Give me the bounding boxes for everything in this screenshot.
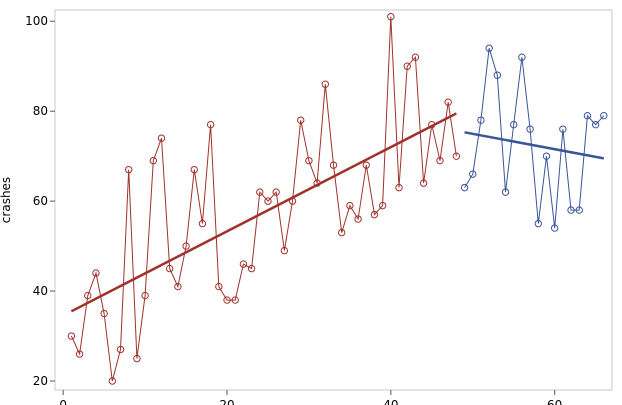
data-point [67,332,76,340]
data-point [477,116,485,124]
y-tick-label-100: 100 [25,14,48,28]
y-tick-label-60: 60 [33,194,48,208]
data-point [378,201,387,210]
data-point [206,120,215,129]
series-2 [460,44,608,232]
data-point [190,165,198,174]
data-point [125,165,133,174]
data-point [337,228,346,237]
data-point [591,120,600,129]
data-point [444,98,452,106]
data-series [67,13,608,385]
data-point [141,291,149,300]
data-point [223,296,231,304]
data-point [329,161,338,169]
y-axis-label: crashes [0,177,13,223]
trend-line-1 [70,112,457,313]
y-tick-label-40: 40 [33,284,48,298]
data-point [542,152,551,160]
data-point [133,354,141,363]
data-point [469,170,477,178]
data-point [403,62,411,70]
data-point [264,197,272,205]
data-point [567,206,575,214]
data-point [157,134,166,142]
data-point [550,224,559,232]
data-point [92,269,100,277]
data-point [149,156,157,165]
data-point [460,183,469,192]
data-point [346,201,354,210]
data-point [370,210,379,219]
data-point [575,206,583,214]
data-point [583,111,592,120]
data-point [362,161,370,169]
data-point [84,291,92,300]
data-point [354,215,362,223]
data-point [215,282,223,291]
data-point [510,120,518,129]
data-point [452,152,461,160]
data-point [501,188,510,196]
data-point [313,179,321,187]
data-point [493,71,502,79]
x-tick-label-0: 0 [59,398,67,405]
data-point [174,282,182,291]
data-point [297,116,305,124]
trend-line-2 [464,131,605,160]
data-point [272,188,280,196]
y-tick-label-20: 20 [33,374,48,388]
y-tick-label-80: 80 [33,104,48,118]
series-2-line [464,48,605,229]
data-point [165,264,174,273]
data-point [600,111,608,120]
plot-area-frame [54,9,613,391]
data-point [182,242,190,250]
data-point [231,296,239,304]
data-point [526,125,534,133]
data-point [387,13,395,21]
series-1-line [70,16,457,382]
data-point [485,44,493,52]
x-tick-label-40: 40 [383,398,398,405]
data-point [75,350,84,358]
data-point [428,120,436,129]
data-point [518,53,526,61]
x-axis: 0 20 40 60 [59,390,562,405]
x-tick-label-60: 60 [547,398,562,405]
data-point [256,188,264,196]
y-axis: 20 40 60 80 100 [25,14,55,388]
data-point [395,183,403,192]
data-point [411,53,420,61]
data-point [321,80,330,88]
data-point [305,156,313,165]
data-point [288,197,297,205]
data-point [280,246,289,255]
data-point [247,264,256,273]
data-point [198,219,207,228]
data-point [419,179,428,187]
data-point [436,156,444,165]
data-point [100,309,108,318]
data-point [534,219,542,228]
trend-lines [70,112,605,313]
data-point [559,125,567,133]
series-1 [67,13,461,385]
data-point [108,377,117,385]
x-tick-label-20: 20 [219,398,234,405]
data-point [116,345,125,354]
data-point [239,260,248,268]
